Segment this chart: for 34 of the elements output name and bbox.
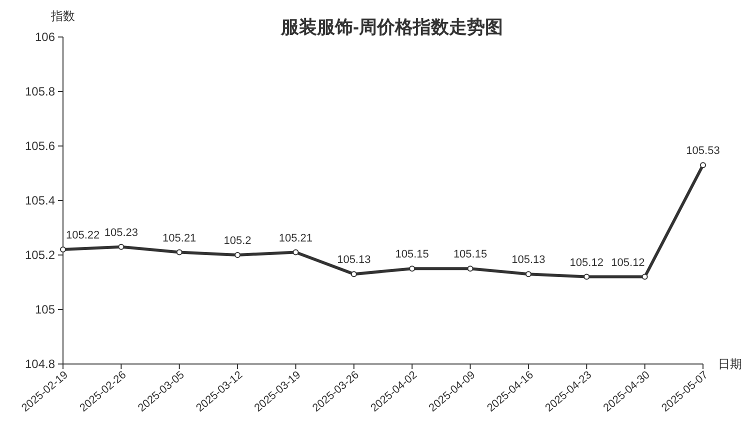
point bbox=[525, 271, 532, 278]
y-axis-title: 指数 bbox=[50, 9, 75, 23]
data-label: 105.2 bbox=[224, 235, 252, 247]
y-tick-label: 105 bbox=[34, 302, 56, 317]
point bbox=[584, 274, 590, 280]
x-axis-title: 日期 bbox=[718, 357, 742, 372]
point bbox=[350, 271, 357, 278]
data-label: 105.15 bbox=[453, 248, 488, 261]
point bbox=[118, 244, 124, 250]
point bbox=[176, 249, 182, 256]
data-label: 105.21 bbox=[278, 232, 313, 244]
point bbox=[467, 266, 474, 272]
data-label: 105.12 bbox=[570, 256, 604, 269]
data-label: 105.53 bbox=[686, 145, 720, 158]
data-label: 105.13 bbox=[512, 254, 546, 266]
chart-title: 服装服饰-周价格指数走势图 bbox=[280, 17, 503, 37]
point bbox=[60, 246, 66, 253]
point bbox=[642, 274, 648, 280]
data-label: 105.21 bbox=[162, 232, 196, 244]
point bbox=[409, 266, 416, 272]
point bbox=[700, 162, 706, 168]
data-label: 105.15 bbox=[395, 248, 429, 261]
y-tick-label: 106 bbox=[34, 30, 56, 44]
y-tick-label: 104.8 bbox=[24, 357, 56, 372]
y-tick-label: 105.6 bbox=[24, 139, 56, 154]
data-label: 105.22 bbox=[66, 230, 100, 242]
point bbox=[292, 249, 299, 256]
y-tick-label: 105.4 bbox=[24, 194, 56, 208]
point bbox=[234, 252, 241, 258]
data-label: 105.23 bbox=[104, 226, 138, 239]
data-label: 105.12 bbox=[611, 256, 645, 269]
data-label: 105.13 bbox=[337, 254, 371, 266]
y-tick-label: 105.8 bbox=[24, 84, 56, 99]
y-tick-label: 105.2 bbox=[24, 248, 56, 262]
